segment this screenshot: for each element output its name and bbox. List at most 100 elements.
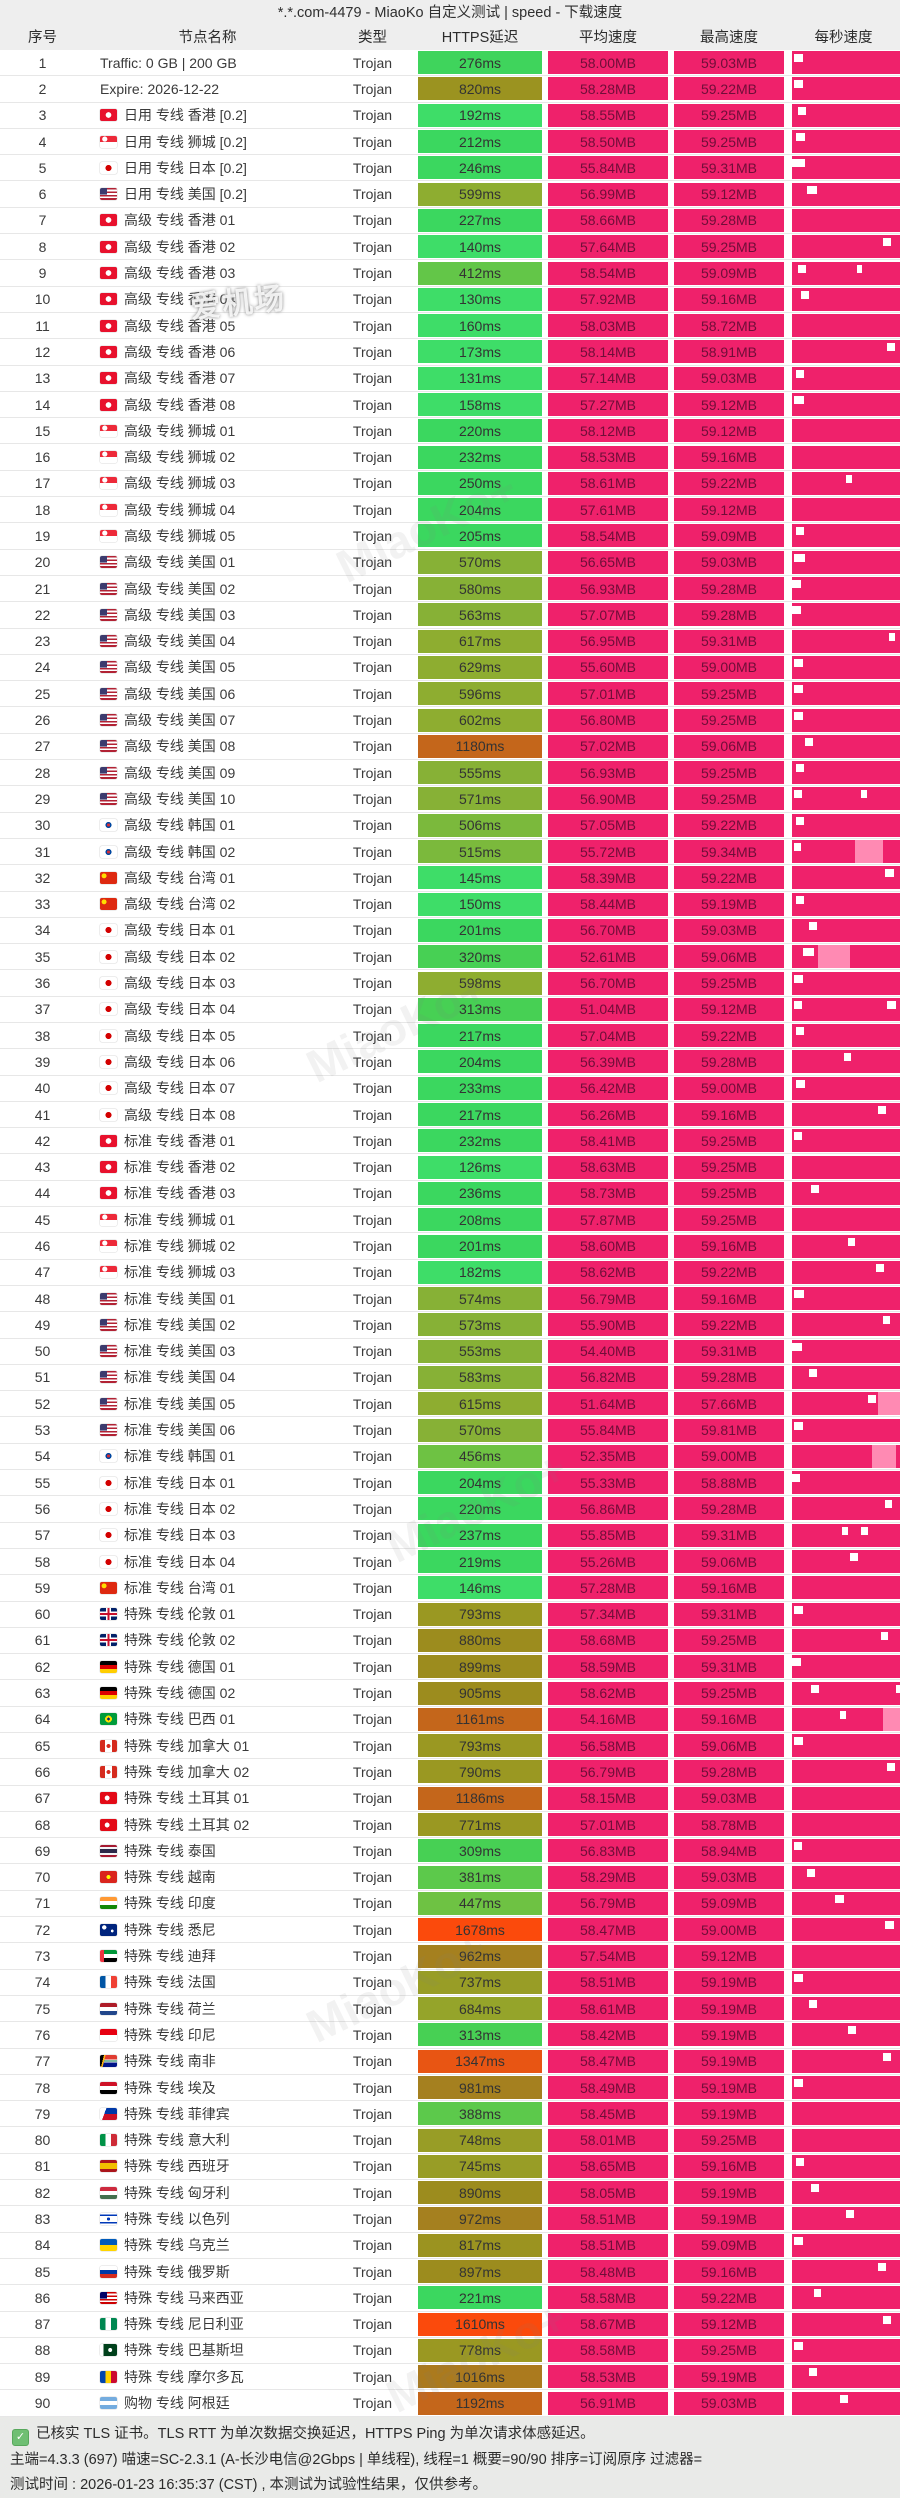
per-second-speed-bar: [792, 287, 900, 311]
node-name-cell: 特殊 专线 尼日利亚: [85, 2312, 330, 2337]
per-second-speed-bar: [792, 1313, 900, 1337]
bar-gap: [794, 974, 803, 983]
bar-gap: [846, 474, 853, 483]
type-cell: Trojan: [352, 1053, 393, 1070]
node-name-cell: 特殊 专线 印尼: [85, 2022, 330, 2047]
index-cell: 49: [34, 1316, 51, 1333]
https-latency-cell: 553ms: [418, 1339, 542, 1363]
index-cell: 67: [34, 1790, 51, 1807]
index-cell: 46: [34, 1238, 51, 1254]
index-cell: 90: [34, 2395, 51, 2412]
node-name-text: 高级 专线 日本 06: [124, 1053, 236, 1070]
node-name-text: 高级 专线 香港 02: [124, 238, 236, 255]
index-cell: 19: [34, 527, 51, 544]
bar-gap: [804, 737, 813, 746]
per-second-speed-bar: [792, 1050, 900, 1074]
index-cell: 22: [34, 606, 51, 623]
https-latency-cell: 158ms: [418, 393, 542, 416]
node-name-cell: 高级 专线 日本 04: [85, 997, 330, 1022]
https-latency-cell: 220ms: [418, 419, 542, 443]
bar-gap: [794, 1842, 802, 1851]
bar-gap: [796, 816, 804, 825]
node-name-cell: 高级 专线 日本 05: [85, 1023, 330, 1048]
node-name-text: 特殊 专线 尼日利亚: [124, 2316, 244, 2333]
bar-gap: [794, 711, 803, 720]
max-speed-cell: 59.28MB: [674, 1050, 784, 1074]
node-name-cell: 高级 专线 日本 07: [85, 1076, 330, 1101]
per-second-speed-bar: [792, 1970, 900, 1994]
country-flag-icon: [100, 293, 117, 306]
country-flag-icon: [100, 188, 117, 201]
avg-speed-cell: 55.84MB: [548, 1418, 668, 1442]
country-flag-icon: [100, 1450, 117, 1463]
type-cell: Trojan: [352, 343, 393, 360]
table-row: 22 高级 专线 美国 03 Trojan 563ms 57.07MB 59.2…: [0, 602, 900, 629]
bar-gap: [794, 1421, 803, 1430]
col-header-https-latency: HTTPS延迟: [441, 30, 519, 46]
avg-speed-cell: 54.40MB: [548, 1339, 668, 1363]
type-cell: Trojan: [352, 712, 393, 729]
https-latency-cell: 599ms: [418, 182, 542, 206]
country-flag-icon: [100, 898, 117, 911]
footer-engine-info: 主端=4.3.3 (697) 喵速=SC-2.3.1 (A-长沙电信@2Gbps…: [10, 2451, 703, 2468]
country-flag-icon: [100, 1029, 117, 1042]
type-cell: Trojan: [352, 1185, 393, 1202]
footer-tls-note-text: 已核实 TLS 证书。TLS RTT 为单次数据交换延迟，HTTPS Ping …: [36, 2426, 595, 2442]
per-second-speed-bar: [792, 971, 900, 995]
country-flag-icon: [100, 109, 117, 122]
node-name-cell: 高级 专线 韩国 01: [85, 813, 330, 838]
https-latency-cell: 748ms: [418, 2128, 542, 2152]
node-name-text: 标准 专线 韩国 01: [124, 1448, 236, 1465]
type-cell: Trojan: [352, 1448, 393, 1465]
bar-gap: [798, 264, 807, 273]
country-flag-icon: [100, 714, 117, 727]
bar-gap: [794, 2236, 803, 2245]
per-second-speed-bar: [792, 603, 900, 627]
country-flag-icon: [100, 740, 117, 753]
node-name-cell: Expire: 2026-12-22: [85, 76, 330, 101]
node-name-text: 特殊 专线 迪拜: [124, 1948, 216, 1965]
table-row: 28 高级 专线 美国 09 Trojan 555ms 56.93MB 59.2…: [0, 760, 900, 787]
avg-speed-cell: 58.12MB: [548, 419, 668, 443]
type-cell: Trojan: [352, 1422, 393, 1439]
type-cell: Trojan: [352, 606, 393, 623]
col-header-type: 类型: [358, 30, 387, 46]
country-flag-icon: [100, 2028, 117, 2041]
index-cell: 37: [34, 1001, 51, 1018]
per-second-speed-bar: [792, 471, 900, 495]
table-row: 10 高级 专线 香港 04 Trojan 130ms 57.92MB 59.1…: [0, 286, 900, 313]
node-name-cell: 高级 专线 美国 04: [85, 629, 330, 654]
table-row: 89 特殊 专线 摩尔多瓦 Trojan 1016ms 58.53MB 59.1…: [0, 2364, 900, 2391]
node-name-text: 特殊 专线 加拿大 01: [124, 1737, 250, 1754]
max-speed-cell: 59.03MB: [674, 366, 784, 390]
https-latency-cell: 237ms: [418, 1523, 542, 1547]
bar-gap: [796, 1079, 805, 1088]
index-cell: 54: [34, 1448, 51, 1465]
max-speed-cell: 59.06MB: [674, 1734, 784, 1758]
bar-gap: [887, 1763, 895, 1772]
node-name-cell: 标准 专线 狮城 02: [85, 1233, 330, 1258]
node-name-cell: 标准 专线 美国 04: [85, 1365, 330, 1390]
node-name-cell: 特殊 专线 俄罗斯: [85, 2259, 330, 2284]
country-flag-icon: [100, 1108, 117, 1121]
index-cell: 72: [34, 1921, 51, 1938]
bar-gap: [811, 2184, 819, 2193]
max-speed-cell: 59.06MB: [674, 945, 784, 969]
type-cell: Trojan: [352, 2184, 393, 2201]
table-row: 60 特殊 专线 伦敦 01 Trojan 793ms 57.34MB 59.3…: [0, 1601, 900, 1628]
avg-speed-cell: 56.65MB: [548, 550, 668, 574]
max-speed-cell: 59.03MB: [674, 1786, 784, 1810]
max-speed-cell: 59.22MB: [674, 1313, 784, 1337]
table-header: 序号 节点名称 类型 HTTPS延迟 平均速度 最高速度 每秒速度: [0, 26, 900, 50]
bar-gap: [794, 685, 803, 694]
node-name-text: 高级 专线 日本 01: [124, 922, 236, 939]
max-speed-cell: 59.12MB: [674, 419, 784, 443]
per-second-speed-bar: [792, 2207, 900, 2231]
https-latency-cell: 221ms: [418, 2286, 542, 2310]
type-cell: Trojan: [352, 1842, 393, 1859]
type-cell: Trojan: [352, 1474, 393, 1491]
type-cell: Trojan: [352, 1816, 393, 1833]
max-speed-cell: 59.16MB: [674, 287, 784, 311]
node-name-cell: 高级 专线 狮城 01: [85, 418, 330, 443]
